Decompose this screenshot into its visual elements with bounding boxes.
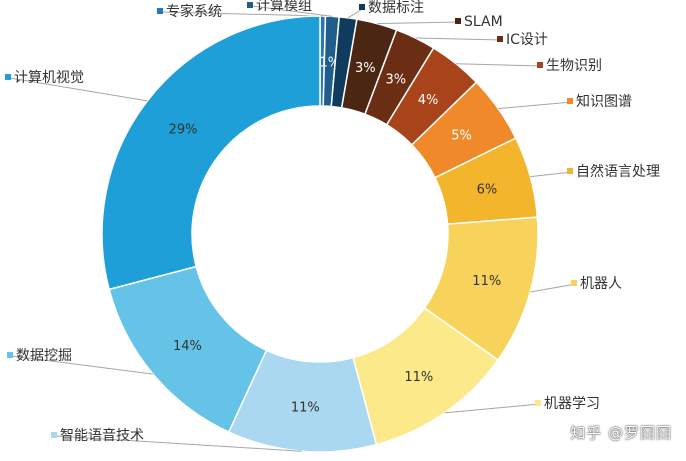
legend-marker-12 bbox=[5, 74, 11, 80]
leader-line-12 bbox=[9, 77, 148, 102]
legend-marker-3 bbox=[455, 18, 461, 24]
leader-line-0 bbox=[161, 11, 323, 17]
legend-marker-2 bbox=[359, 4, 365, 10]
legend-marker-6 bbox=[567, 98, 573, 104]
value-label-4: 3% bbox=[386, 73, 407, 88]
value-label-7: 6% bbox=[477, 182, 498, 197]
legend-marker-5 bbox=[537, 62, 543, 68]
leader-line-5 bbox=[456, 63, 543, 67]
category-label-9: 机器学习 bbox=[544, 396, 600, 412]
value-label-12: 29% bbox=[169, 122, 198, 137]
legend-marker-11 bbox=[7, 352, 13, 358]
donut-slice-12 bbox=[101, 15, 321, 291]
value-label-11: 14% bbox=[173, 339, 202, 354]
legend-marker-1 bbox=[247, 2, 253, 8]
category-label-11: 数据挖掘 bbox=[16, 348, 72, 364]
leader-line-4 bbox=[415, 37, 503, 41]
category-label-7: 自然语言处理 bbox=[576, 163, 660, 180]
legend-marker-9 bbox=[535, 400, 541, 406]
category-label-0: 专家系统 bbox=[166, 3, 222, 20]
value-label-5: 4% bbox=[418, 93, 439, 108]
leader-line-10 bbox=[55, 435, 302, 452]
category-label-4: IC设计 bbox=[506, 32, 548, 48]
leader-line-6 bbox=[498, 101, 573, 110]
category-label-1: 计算模组 bbox=[256, 0, 312, 14]
category-label-12: 计算机视觉 bbox=[14, 70, 84, 86]
leader-line-8 bbox=[530, 283, 577, 293]
value-label-8: 11% bbox=[472, 274, 501, 289]
leader-line-11 bbox=[11, 355, 154, 375]
legend-marker-10 bbox=[51, 432, 57, 438]
category-label-8: 机器人 bbox=[580, 276, 622, 292]
category-label-6: 知识图谱 bbox=[576, 93, 632, 110]
category-label-3: SLAM bbox=[464, 14, 503, 30]
leader-line-1 bbox=[251, 5, 333, 17]
legend-marker-8 bbox=[571, 280, 577, 286]
leader-line-9 bbox=[444, 403, 541, 414]
watermark: 知乎 @罗囧囧 bbox=[570, 424, 672, 442]
legend-marker-0 bbox=[157, 8, 163, 14]
legend-marker-4 bbox=[497, 36, 503, 42]
value-label-3: 3% bbox=[355, 61, 376, 76]
value-label-6: 5% bbox=[451, 128, 472, 143]
value-label-10: 11% bbox=[291, 400, 320, 415]
value-label-9: 11% bbox=[404, 370, 433, 385]
category-label-10: 智能语音技术 bbox=[60, 427, 144, 444]
legend-marker-7 bbox=[567, 168, 573, 174]
leader-line-3 bbox=[377, 21, 461, 25]
category-label-5: 生物识别 bbox=[546, 58, 602, 74]
leader-line-7 bbox=[530, 171, 573, 178]
category-label-2: 数据标注 bbox=[368, 0, 424, 16]
